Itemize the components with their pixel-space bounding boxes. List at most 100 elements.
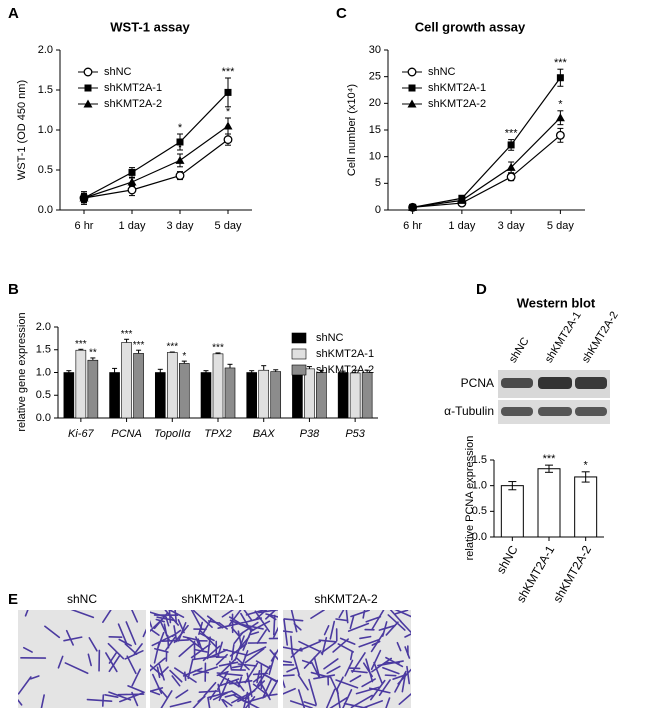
- cell: [87, 653, 92, 667]
- lane-label: shKMT2A-2: [580, 310, 621, 366]
- y-tick-label: 25: [369, 71, 381, 83]
- bar: [87, 359, 99, 419]
- cell: [207, 620, 219, 624]
- cell: [107, 642, 125, 660]
- cell: [158, 663, 165, 681]
- cell: [339, 637, 356, 645]
- y-tick-label: 0.5: [472, 505, 487, 517]
- cell: [231, 665, 243, 669]
- blot-row-label: α-Tubulin: [444, 404, 494, 418]
- marker: [175, 155, 185, 164]
- cell: [218, 621, 228, 630]
- cell: [222, 698, 233, 707]
- cell: [401, 671, 407, 693]
- series-line: [412, 117, 561, 208]
- cell: [44, 625, 61, 639]
- series-line: [83, 139, 229, 199]
- cell: [224, 693, 238, 698]
- micrograph-label: shKMT2A-1: [181, 592, 245, 606]
- cell: [323, 625, 330, 636]
- x-tick-label: 6 hr: [403, 220, 422, 232]
- cell: [175, 689, 189, 699]
- cell: [160, 666, 169, 675]
- y-tick-label: 0.5: [36, 389, 51, 401]
- x-tick-label: P53: [345, 428, 365, 440]
- cell: [153, 612, 169, 630]
- marker: [223, 121, 233, 130]
- cell: [378, 624, 396, 631]
- cell: [336, 676, 344, 690]
- cell: [243, 691, 249, 708]
- bar: [292, 372, 303, 419]
- cell: [268, 652, 277, 676]
- cell: [358, 638, 380, 648]
- cell: [251, 620, 271, 632]
- cell: [150, 664, 164, 677]
- cell: [216, 672, 243, 677]
- cell: [338, 610, 345, 619]
- marker: [176, 138, 184, 146]
- cell: [370, 632, 385, 653]
- cell: [133, 643, 143, 655]
- legend-label: shKMT2A-1: [104, 82, 162, 94]
- x-tick-label: 3 day: [498, 220, 525, 232]
- legend-label: shNC: [104, 66, 132, 78]
- cell: [267, 679, 278, 698]
- cell: [177, 619, 185, 634]
- cell: [219, 658, 237, 676]
- cell: [150, 619, 153, 628]
- cell: [350, 610, 370, 618]
- cell: [151, 634, 175, 647]
- cell: [272, 626, 278, 639]
- marker: [84, 84, 92, 92]
- legend-label: shNC: [428, 66, 456, 78]
- x-tick-label: shNC: [494, 543, 521, 576]
- y-axis-label: relative PCNA expression: [464, 436, 476, 561]
- cell: [243, 617, 263, 624]
- y-tick-label: 0.0: [38, 204, 53, 216]
- series-line: [83, 125, 229, 199]
- cell: [243, 610, 253, 621]
- marker: [555, 130, 565, 140]
- cell: [269, 649, 278, 661]
- marker: [555, 113, 565, 122]
- cell: [142, 628, 146, 638]
- cell: [64, 662, 89, 675]
- cell: [199, 632, 215, 642]
- cell: [125, 621, 137, 645]
- bar: [75, 349, 87, 419]
- y-tick-label: 1.0: [36, 366, 51, 378]
- blot-image: [498, 370, 610, 424]
- cell: [355, 686, 380, 695]
- significance: ***: [212, 343, 224, 354]
- bar: [349, 372, 361, 419]
- cell: [217, 671, 229, 690]
- series-line: [412, 77, 561, 208]
- marker: [83, 67, 93, 77]
- marker: [457, 195, 467, 204]
- cell: [150, 657, 166, 672]
- cell: [242, 629, 253, 651]
- cell: [404, 646, 411, 659]
- cell: [283, 687, 296, 695]
- cell: [206, 636, 211, 660]
- cell: [160, 621, 171, 642]
- cell: [290, 610, 298, 633]
- cell: [212, 691, 229, 701]
- cell: [258, 610, 278, 614]
- cell: [168, 610, 185, 618]
- y-tick-label: 0.5: [38, 164, 53, 176]
- bar: [304, 368, 315, 419]
- legend-label: shNC: [316, 332, 344, 344]
- marker: [408, 84, 416, 92]
- cell: [198, 621, 204, 636]
- cell: [220, 678, 240, 687]
- cell: [362, 610, 366, 619]
- cell: [187, 658, 194, 680]
- significance: *: [226, 106, 231, 118]
- cell: [235, 679, 245, 692]
- cell: [102, 610, 112, 623]
- marker: [506, 172, 516, 182]
- legend-label: shKMT2A-1: [428, 82, 486, 94]
